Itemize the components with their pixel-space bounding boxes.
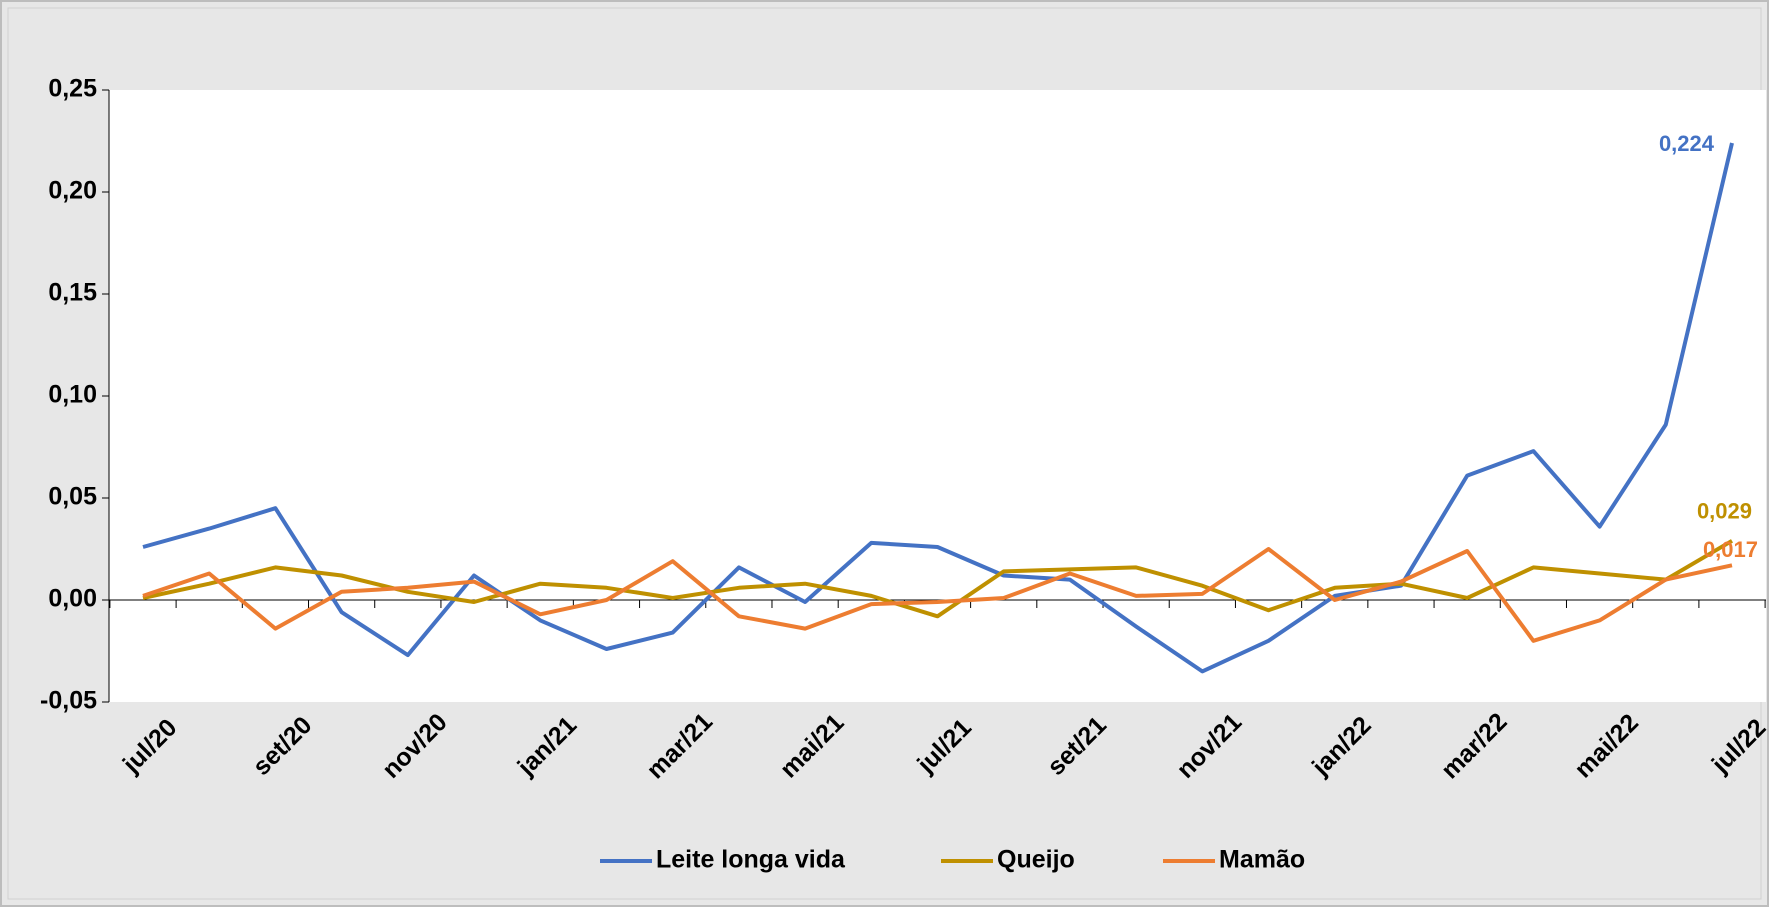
series-line (142, 142, 1734, 674)
value-label: 0,017 (1703, 537, 1758, 562)
legend-label: Queijo (997, 846, 1075, 874)
series-line (142, 547, 1733, 643)
y-tick-label: 0,15 (48, 279, 97, 307)
plot-area (109, 90, 1766, 702)
y-tick-label: 0,20 (48, 177, 97, 205)
y-tick-label: 0,25 (48, 75, 97, 103)
y-tick-label: 0,00 (48, 585, 97, 613)
y-tick-label: 0,05 (48, 483, 97, 511)
series-line (142, 539, 1734, 619)
y-tick-label: -0,05 (40, 687, 97, 715)
legend-label: Mamão (1219, 846, 1305, 874)
y-tick-label: 0,10 (48, 381, 97, 409)
value-label: 0,224 (1659, 131, 1715, 156)
legend-label: Leite longa vida (656, 846, 846, 874)
value-label: 0,029 (1697, 499, 1752, 524)
